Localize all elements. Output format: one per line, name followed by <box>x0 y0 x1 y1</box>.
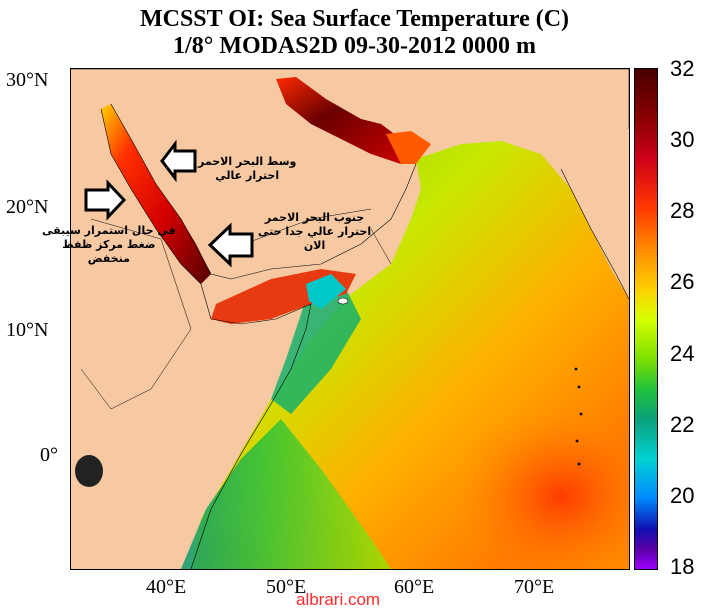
colorbar-label-30: 30 <box>670 127 695 152</box>
persian-gulf <box>276 77 416 164</box>
sst-map <box>70 68 630 570</box>
arabian-coast <box>110 103 417 280</box>
annotation-line: الان <box>303 239 326 252</box>
annotation-line: احترار عالي <box>215 169 280 182</box>
red-sea <box>101 104 211 284</box>
lat-label-30n: 30°N <box>6 69 49 91</box>
warm-ocean-patch <box>321 309 629 569</box>
map-title: MCSST OI: Sea Surface Temperature (C) <box>139 6 570 32</box>
annotation-line: منخفض <box>87 252 130 265</box>
annotation-middle-red-sea: وسط البحر الاحمر احترار عالي <box>198 155 296 183</box>
watermark: albrari.com <box>296 590 381 609</box>
sst-map-canvas <box>71 69 629 569</box>
aden-cool-spot <box>306 274 346 309</box>
annotation-continuation: في حال استمرار سيبقى ضغط مركز ظفظ منخفض <box>42 224 176 266</box>
annotation-line: جنوب البحر الاحمر <box>264 211 365 224</box>
colorbar-label-32: 32 <box>670 56 695 81</box>
arrow-west-red-sea <box>84 179 127 221</box>
annotation-south-red-sea: جنوب البحر الاحمر احترار عالي جدا حتى ال… <box>258 211 371 253</box>
lon-label-70e: 70°E <box>514 576 555 598</box>
lat-label-equator: 0° <box>40 444 58 466</box>
arrow-middle-red-sea <box>160 139 197 183</box>
temperature-colorbar <box>634 68 658 570</box>
annotation-line: في حال استمرار سيبقى <box>42 224 176 237</box>
annotation-line: وسط البحر الاحمر <box>198 155 297 168</box>
arrow-south-red-sea <box>207 222 254 268</box>
lat-label-10n: 10°N <box>6 319 49 341</box>
colorbar-label-18: 18 <box>670 554 695 579</box>
colorbar-label-20: 20 <box>670 483 695 508</box>
map-subtitle: 1/8° MODAS2D 09-30-2012 0000 m <box>173 33 536 59</box>
colorbar-label-24: 24 <box>670 341 695 366</box>
annotation-line: احترار عالي جدا حتى <box>258 225 372 238</box>
southern-cool-waters <box>181 419 391 569</box>
lon-label-40e: 40°E <box>146 576 187 598</box>
lon-label-50e: 50°E <box>266 576 307 598</box>
lake-victoria <box>75 455 103 487</box>
lon-label-60e: 60°E <box>394 576 435 598</box>
gulf-of-oman <box>386 131 431 164</box>
colorbar-label-22: 22 <box>670 412 695 437</box>
colorbar-label-28: 28 <box>670 198 695 223</box>
african-coast <box>100 108 312 569</box>
somali-upwelling <box>271 289 361 414</box>
lat-label-20n: 20°N <box>6 196 49 218</box>
colorbar-label-26: 26 <box>670 269 695 294</box>
annotation-line: ضغط مركز ظفظ <box>62 238 156 251</box>
